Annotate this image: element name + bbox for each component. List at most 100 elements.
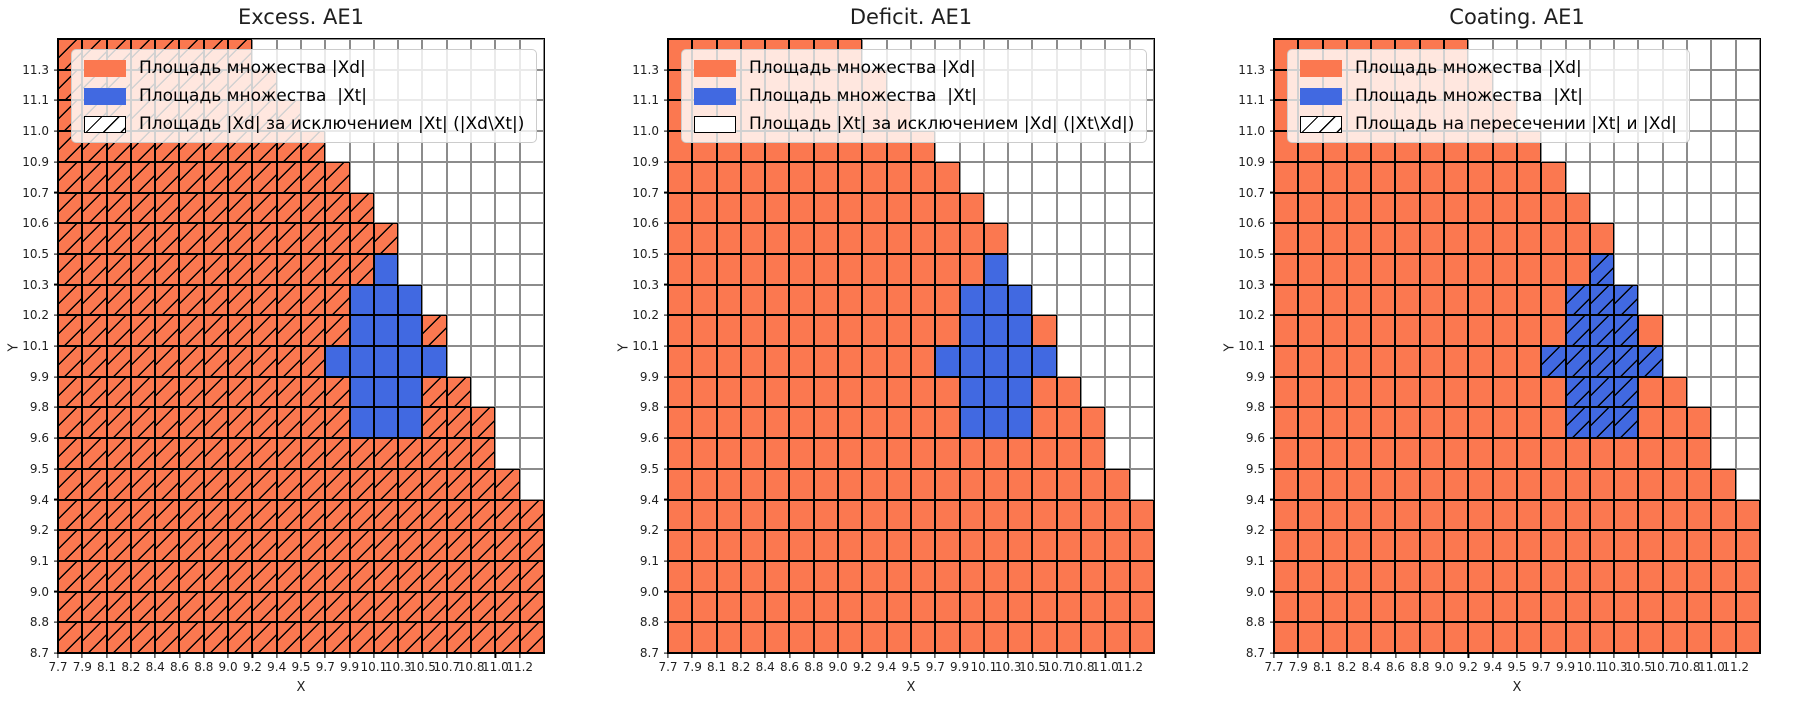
grid-cell <box>789 253 814 285</box>
x-tick-label: 7.7 <box>658 660 678 674</box>
grid-cell <box>179 223 204 254</box>
grid-cell <box>1468 468 1493 500</box>
grid-cell <box>106 468 131 500</box>
grid-cell <box>130 407 156 439</box>
x-tick-mark <box>300 653 302 658</box>
grid-cell <box>228 376 253 408</box>
grid-cell <box>58 284 83 316</box>
grid-cell <box>1444 192 1469 224</box>
grid-cell <box>446 376 472 408</box>
grid-cell <box>373 407 399 439</box>
grid-cell <box>789 468 814 500</box>
x-tick-label: 10.8 <box>1067 660 1095 674</box>
grid-cell <box>276 223 301 254</box>
x-tick-mark <box>1104 653 1106 658</box>
grid-cell <box>1032 315 1057 346</box>
grid-cell <box>203 499 229 531</box>
y-tick-mark <box>663 437 668 439</box>
grid-cell <box>1056 315 1082 346</box>
y-tick-mark <box>53 222 58 224</box>
grid-cell <box>422 530 447 561</box>
grid-cell <box>398 407 423 439</box>
grid-cell <box>1008 284 1033 316</box>
grid-cell <box>935 192 960 224</box>
legend-label: Площадь |Xd| за исключением |Xt| (|Xd\Xt… <box>139 114 525 134</box>
grid-cell <box>1008 499 1033 531</box>
grid-cell <box>886 315 911 346</box>
legend-swatch-hatch-icon <box>1300 115 1342 133</box>
grid-cell <box>692 346 717 377</box>
grid-cell <box>1081 468 1106 500</box>
grid-cell <box>1298 622 1323 653</box>
grid-cell <box>1322 315 1347 346</box>
grid-cell <box>910 346 936 377</box>
grid-cell <box>349 407 374 439</box>
grid-cell <box>1638 438 1663 469</box>
y-tick-mark <box>663 560 668 562</box>
x-tick-mark <box>934 653 936 658</box>
grid-cell <box>935 530 960 561</box>
grid-cell <box>1614 622 1639 653</box>
grid-cell <box>1711 591 1736 623</box>
grid-cell <box>398 560 423 592</box>
grid-cell <box>1492 223 1517 254</box>
y-tick-mark <box>1269 284 1274 286</box>
grid-cell <box>1614 591 1639 623</box>
grid-cell <box>1105 346 1130 377</box>
grid-cell <box>471 315 496 346</box>
grid-cell <box>910 622 936 653</box>
grid-cell <box>692 622 717 653</box>
grid-cell <box>740 192 766 224</box>
grid-cell <box>446 192 472 224</box>
grid-cell <box>471 530 496 561</box>
x-tick-label: 8.1 <box>1313 660 1333 674</box>
grid-cell <box>1032 468 1057 500</box>
grid-cell <box>495 376 520 408</box>
y-tick-mark <box>663 621 668 623</box>
grid-cell <box>1346 315 1372 346</box>
grid-cell <box>789 223 814 254</box>
grid-cell <box>1346 499 1372 531</box>
grid-cell <box>1298 407 1323 439</box>
grid-cell <box>1105 560 1130 592</box>
y-tick-mark <box>1269 130 1274 132</box>
grid-cell <box>765 622 790 653</box>
grid-cell <box>1516 438 1542 469</box>
grid-cell <box>58 253 83 285</box>
grid-cell <box>106 560 131 592</box>
grid-cell <box>716 346 741 377</box>
grid-cell <box>910 223 936 254</box>
y-tick-label: 9.2 <box>639 523 659 538</box>
grid-cell <box>1735 192 1760 224</box>
grid-cell <box>886 438 911 469</box>
grid-cell <box>1081 438 1106 469</box>
grid-cell <box>422 591 447 623</box>
y-tick-label: 10.5 <box>632 246 659 261</box>
plot-title-coating: Coating. AE1 <box>1449 5 1585 29</box>
y-tick-mark <box>53 591 58 593</box>
grid-cell <box>1687 438 1712 469</box>
grid-cell <box>1395 499 1420 531</box>
grid-cell <box>130 346 156 377</box>
grid-cell <box>1662 223 1688 254</box>
grid-cell <box>300 530 326 561</box>
grid-cell <box>252 161 277 193</box>
grid-cell <box>1735 591 1760 623</box>
grid-cell <box>1711 560 1736 592</box>
grid-cell <box>1371 376 1396 408</box>
grid-cell <box>740 284 766 316</box>
grid-cell <box>252 253 277 285</box>
grid-cell <box>1298 346 1323 377</box>
grid-cell <box>935 161 960 193</box>
grid-cell <box>1565 315 1590 346</box>
grid-cell <box>446 253 472 285</box>
y-tick-mark <box>663 130 668 132</box>
legend-swatch-hatch-icon <box>84 115 126 133</box>
grid-cell <box>668 560 693 592</box>
grid-cell <box>983 438 1009 469</box>
grid-cell <box>130 315 156 346</box>
grid-cell <box>935 315 960 346</box>
grid-cell <box>300 438 326 469</box>
x-tick-label: 11.0 <box>482 660 509 674</box>
y-tick-label: 9.0 <box>639 584 659 599</box>
